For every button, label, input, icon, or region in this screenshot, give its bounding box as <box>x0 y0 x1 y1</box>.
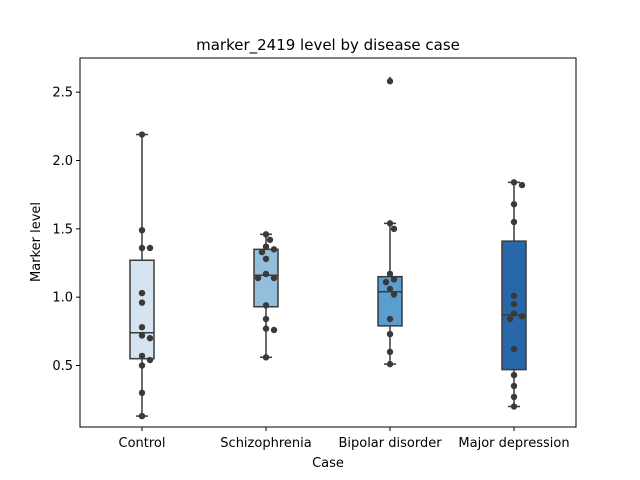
data-point <box>262 270 270 278</box>
data-point <box>138 289 146 297</box>
x-axis: Control Schizophrenia Bipolar disorder Majo… <box>119 427 570 451</box>
data-point <box>138 362 146 369</box>
data-point <box>510 179 518 186</box>
data-point <box>386 285 394 293</box>
data-point <box>138 131 146 138</box>
box-2 <box>253 233 279 359</box>
data-point <box>138 352 146 360</box>
data-point <box>270 246 278 253</box>
chart-title: marker_2419 level by disease case <box>196 36 460 55</box>
data-point <box>386 78 394 85</box>
data-point <box>146 356 154 364</box>
data-point <box>390 276 398 283</box>
data-point <box>510 382 518 390</box>
data-point <box>270 326 278 334</box>
data-point <box>146 244 154 252</box>
points-4 <box>506 179 526 410</box>
data-point <box>262 325 270 332</box>
data-point <box>386 270 394 278</box>
y-tick-label: 1.0 <box>52 291 73 306</box>
data-point <box>262 354 270 361</box>
data-point <box>386 330 394 338</box>
data-point <box>386 220 394 227</box>
plot-frame <box>79 57 577 428</box>
data-point <box>138 324 146 331</box>
data-point <box>138 332 146 339</box>
data-point <box>510 310 518 317</box>
data-point <box>386 348 394 356</box>
y-tick-label: 2.5 <box>52 86 73 101</box>
data-point <box>510 345 518 353</box>
iqr-box <box>129 259 155 360</box>
plot-area <box>129 76 527 420</box>
data-point <box>510 292 518 299</box>
points-2 <box>254 231 278 361</box>
y-axis-label: Marker level <box>29 202 44 282</box>
data-point <box>390 225 398 233</box>
x-tick-label: Bipolar disorder <box>338 436 442 451</box>
data-point <box>138 227 146 234</box>
data-point <box>510 218 518 226</box>
y-tick-label: 0.5 <box>52 359 73 374</box>
data-point <box>146 334 154 342</box>
data-point <box>390 291 398 298</box>
y-tick-label: 1.5 <box>52 222 73 237</box>
data-point <box>262 315 270 323</box>
x-tick-label: Schizophrenia <box>220 436 311 451</box>
data-point <box>386 360 394 368</box>
data-point <box>254 274 262 282</box>
data-point <box>138 389 146 397</box>
data-point <box>258 248 266 256</box>
data-point <box>138 244 146 252</box>
box-1 <box>129 133 155 417</box>
data-point <box>510 403 518 410</box>
data-point <box>262 302 270 309</box>
data-point <box>262 231 270 238</box>
data-point <box>262 243 270 250</box>
data-point <box>510 201 518 208</box>
data-point <box>510 393 518 401</box>
x-tick-label: Major depression <box>458 436 569 451</box>
data-point <box>510 371 518 379</box>
data-point <box>262 255 270 263</box>
data-point <box>138 299 146 306</box>
x-tick-label: Control <box>119 436 166 451</box>
data-point <box>506 315 514 323</box>
data-point <box>518 181 526 189</box>
y-tick-label: 2.0 <box>52 154 73 169</box>
x-axis-label: Case <box>312 456 344 471</box>
data-point <box>266 236 274 243</box>
points-3 <box>382 78 398 368</box>
data-point <box>518 313 526 320</box>
y-axis: 0.5 1.0 1.5 2.0 2.5 <box>52 86 80 374</box>
data-point <box>138 412 146 420</box>
data-point <box>382 278 390 286</box>
data-point <box>510 300 518 308</box>
points-1 <box>138 131 154 420</box>
data-point <box>270 274 278 282</box>
data-point <box>386 315 394 323</box>
